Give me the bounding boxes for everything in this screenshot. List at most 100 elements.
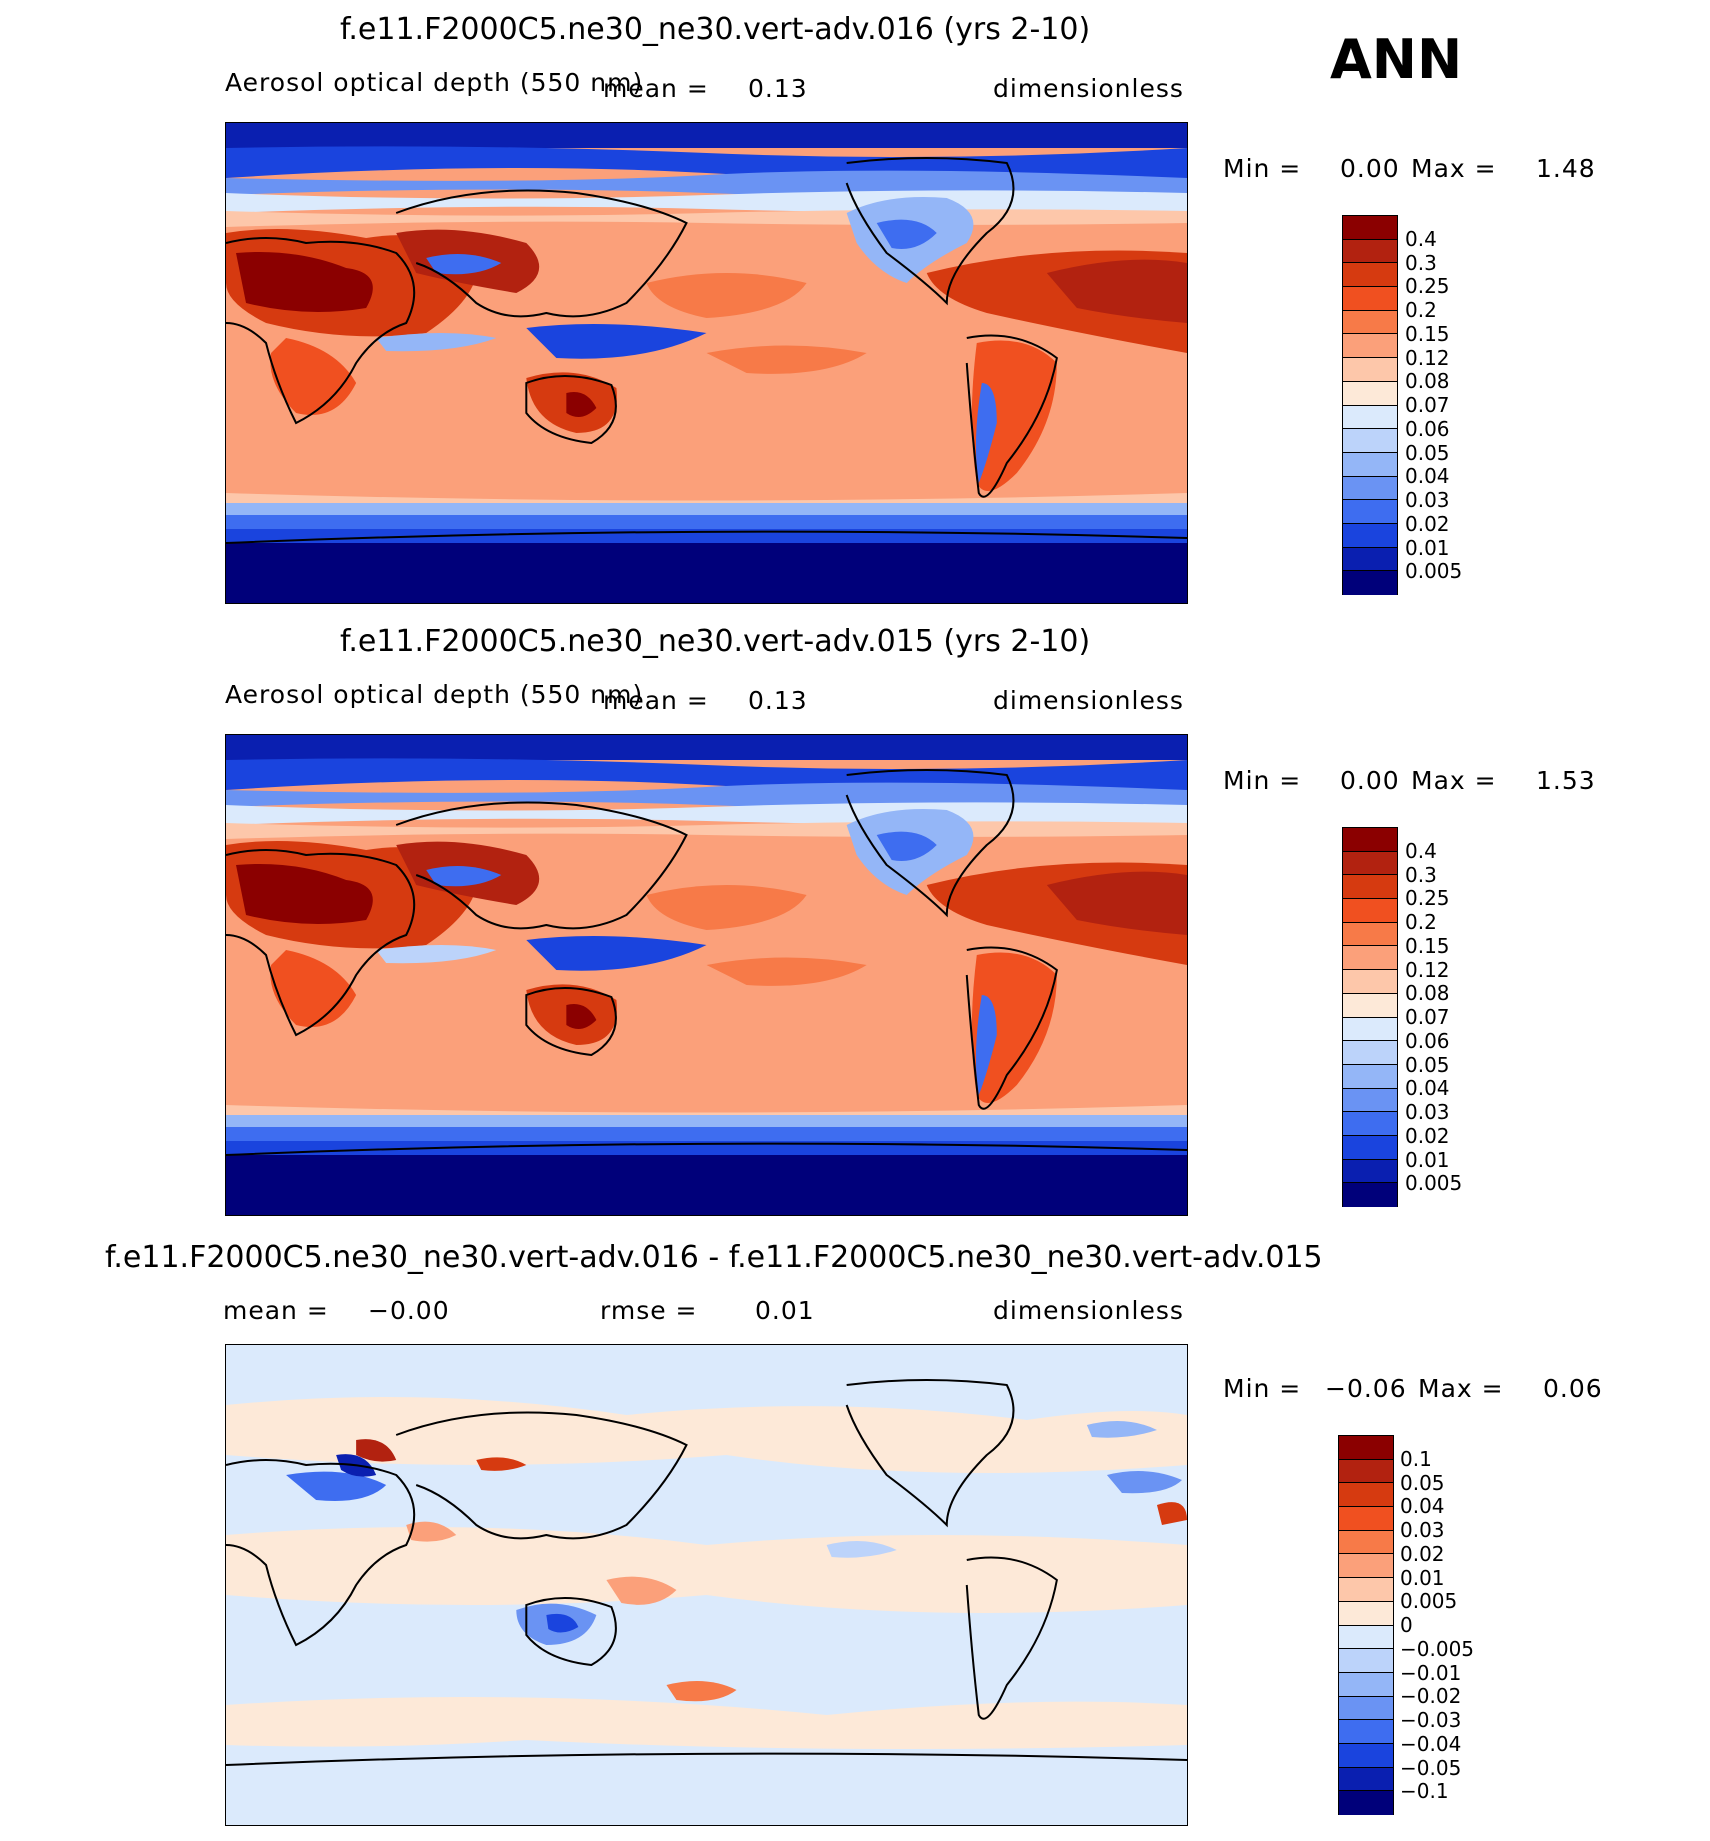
colorbar-swatch: [1343, 1088, 1397, 1113]
colorbar-tick-label: 0: [1400, 1613, 1413, 1637]
colorbar-tick-label: 0.08: [1405, 981, 1450, 1006]
min-value: 0.00: [1340, 766, 1400, 795]
panel-case2: f.e11.F2000C5.ne30_ne30.vert-adv.015 (yr…: [0, 612, 1710, 1222]
colorbar-swatch: [1343, 405, 1397, 430]
colorbar-tick-label: −0.02: [1400, 1684, 1462, 1709]
colorbar-swatch: [1339, 1696, 1393, 1721]
colorbar-swatch: [1343, 358, 1397, 382]
colorbar-swatch: [1339, 1791, 1393, 1815]
colorbar-tick-label: 0.08: [1405, 369, 1450, 394]
colorbar-swatch: [1343, 899, 1397, 923]
colorbar-swatch: [1339, 1507, 1393, 1531]
colorbar-swatch: [1343, 1183, 1397, 1207]
colorbar-swatch: [1343, 1064, 1397, 1089]
colorbar-tick-label: 0.06: [1405, 416, 1450, 441]
min-label: Min =: [1223, 154, 1302, 183]
panel-case1: f.e11.F2000C5.ne30_ne30.vert-adv.016 (yr…: [0, 0, 1710, 610]
colorbar-swatch: [1343, 239, 1397, 264]
colorbar-tick-label: 0.06: [1405, 1028, 1450, 1053]
colorbar-tick-label: −0.03: [1400, 1708, 1462, 1732]
colorbar-tick-label: −0.05: [1400, 1755, 1462, 1780]
colorbar-tick-label: 0.05: [1405, 440, 1450, 465]
colorbar-labels: 0.4 0.3 0.25 0.2 0.15 0.12 0.08 0.07 0.06 0.05 0.0…: [1405, 827, 1515, 1207]
max-value: 0.06: [1543, 1374, 1603, 1403]
mean-label: mean =: [603, 686, 709, 715]
colorbar-tick-label: 0.02: [1405, 1123, 1450, 1148]
colorbar-swatch: [1339, 1743, 1393, 1768]
panel-difference: f.e11.F2000C5.ne30_ne30.vert-adv.016 - f…: [0, 1232, 1710, 1841]
colorbar-swatch: [1339, 1530, 1393, 1555]
colorbar-swatch: [1343, 946, 1397, 971]
max-label: Max =: [1411, 154, 1497, 183]
colorbar-tick-label: 0.03: [1405, 1100, 1450, 1124]
difference-map: [225, 1344, 1188, 1826]
season-label: ANN: [1330, 28, 1463, 91]
colorbar-tick-label: 0.15: [1405, 933, 1450, 958]
colorbar-swatch: [1343, 1041, 1397, 1065]
colorbar-swatch: [1339, 1625, 1393, 1650]
colorbar-tick-label: 0.005: [1405, 559, 1463, 584]
min-value: 0.00: [1340, 154, 1400, 183]
colorbar-tick-label: 0.07: [1405, 1005, 1450, 1029]
colorbar-swatch: [1343, 571, 1397, 595]
colorbar-tick-label: 0.01: [1400, 1565, 1445, 1590]
colorbar-swatch: [1343, 381, 1397, 406]
colorbar-swatch: [1343, 500, 1397, 524]
colorbar-swatch: [1343, 429, 1397, 453]
colorbar-tick-label: 0.01: [1405, 1147, 1450, 1172]
colorbar-tick-label: 0.05: [1405, 1052, 1450, 1077]
colorbar-tick-label: 0.1: [1400, 1446, 1432, 1471]
colorbar-tick-label: 0.02: [1405, 511, 1450, 536]
colorbar-tick-label: 0.3: [1405, 250, 1437, 275]
colorbar-tick-label: 0.02: [1400, 1541, 1445, 1566]
colorbar-tick-label: 0.005: [1405, 1171, 1463, 1196]
colorbar: [1338, 1435, 1394, 1815]
panel-title: f.e11.F2000C5.ne30_ne30.vert-adv.016 (yr…: [340, 12, 1091, 47]
mean-value: 0.13: [748, 74, 808, 103]
colorbar-tick-label: 0.03: [1400, 1518, 1445, 1542]
mean-label: mean =: [603, 74, 709, 103]
colorbar-tick-label: 0.04: [1405, 464, 1450, 489]
colorbar-swatch: [1343, 875, 1397, 900]
max-label: Max =: [1411, 766, 1497, 795]
colorbar-tick-label: 0.25: [1405, 274, 1450, 299]
colorbar-tick-label: 0.2: [1405, 910, 1437, 934]
colorbar-tick-label: 0.005: [1400, 1589, 1458, 1614]
units-label: dimensionless: [993, 1296, 1184, 1325]
mean-label: mean =: [223, 1296, 329, 1325]
colorbar-swatch: [1343, 452, 1397, 477]
colorbar-swatch: [1343, 993, 1397, 1018]
colorbar-swatch: [1343, 1017, 1397, 1042]
colorbar-tick-label: −0.1: [1400, 1779, 1449, 1804]
colorbar-swatch: [1339, 1672, 1393, 1697]
colorbar-swatch: [1343, 1159, 1397, 1184]
colorbar-tick-label: 0.05: [1400, 1470, 1445, 1495]
min-label: Min =: [1223, 1374, 1302, 1403]
colorbar-tick-label: 0.15: [1405, 321, 1450, 346]
rmse-label: rmse =: [600, 1296, 698, 1325]
colorbar-swatch: [1343, 1135, 1397, 1160]
colorbar-swatch: [1343, 523, 1397, 548]
colorbar-tick-label: 0.3: [1405, 862, 1437, 887]
units-label: dimensionless: [993, 686, 1184, 715]
max-value: 1.48: [1536, 154, 1596, 183]
colorbar-tick-label: 0.25: [1405, 886, 1450, 911]
aod-map: [225, 122, 1188, 604]
colorbar-swatch: [1343, 310, 1397, 335]
colorbar-tick-label: 0.04: [1405, 1076, 1450, 1101]
colorbar-swatch: [1339, 1554, 1393, 1579]
colorbar-tick-label: −0.04: [1400, 1731, 1462, 1756]
colorbar-swatch: [1343, 547, 1397, 572]
mean-value: −0.00: [368, 1296, 450, 1325]
colorbar: [1342, 827, 1398, 1207]
panel-title: f.e11.F2000C5.ne30_ne30.vert-adv.016 - f…: [105, 1240, 1323, 1275]
colorbar-swatch: [1339, 1436, 1393, 1460]
units-label: dimensionless: [993, 74, 1184, 103]
colorbar-tick-label: 0.07: [1405, 393, 1450, 417]
colorbar-tick-label: 0.4: [1405, 838, 1437, 863]
colorbar-swatch: [1339, 1720, 1393, 1744]
rmse-value: 0.01: [755, 1296, 815, 1325]
colorbar-swatch: [1343, 922, 1397, 947]
colorbar-swatch: [1343, 828, 1397, 852]
colorbar-swatch: [1343, 476, 1397, 501]
